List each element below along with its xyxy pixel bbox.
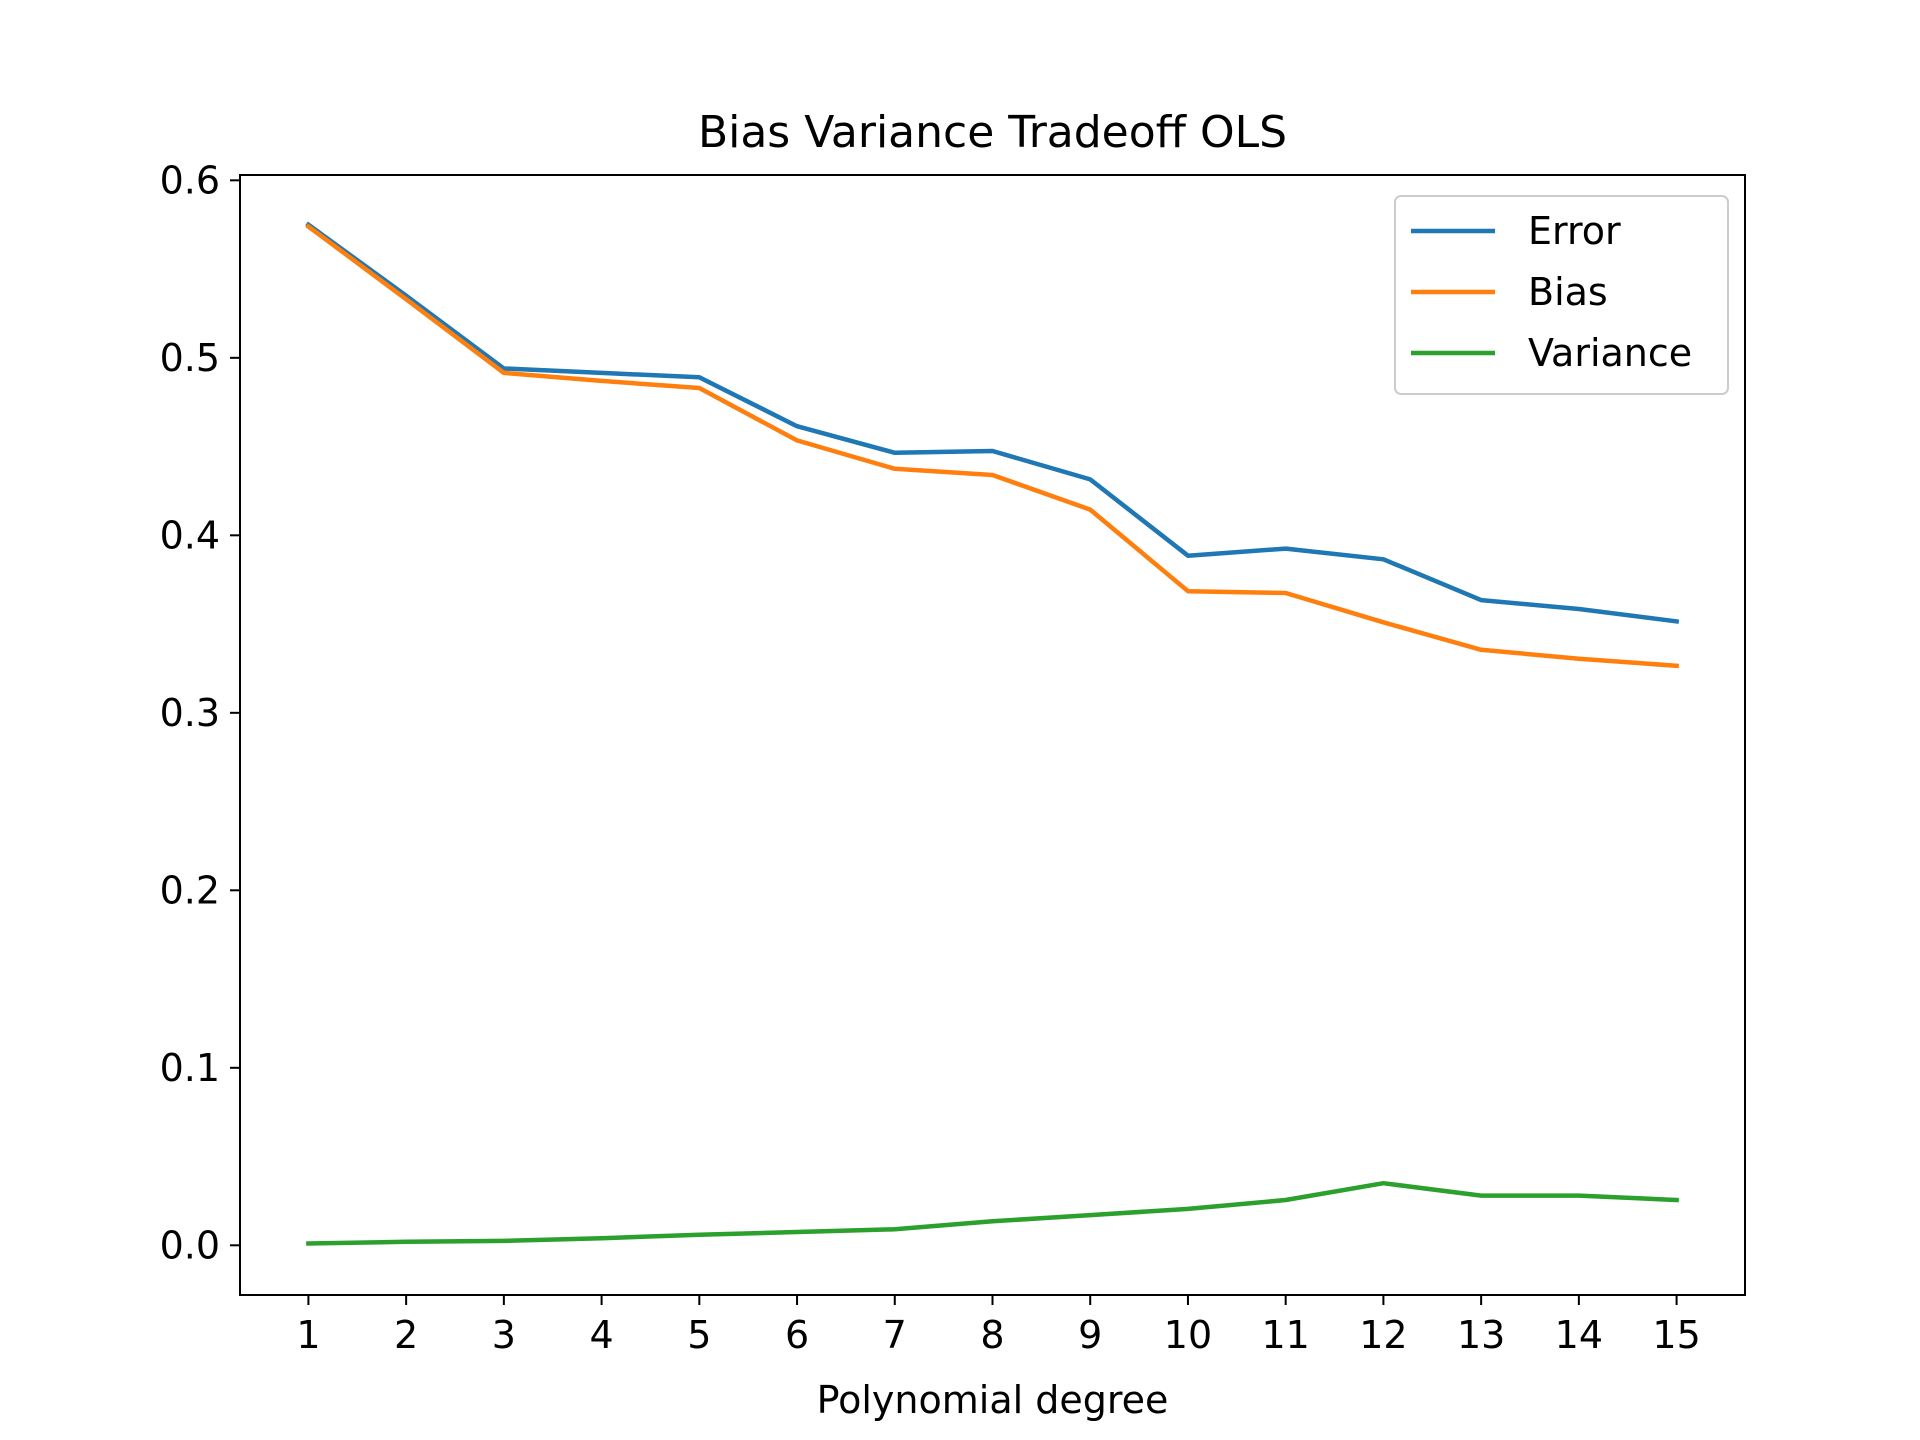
x-tick-label: 5 (687, 1313, 711, 1357)
legend: Error Bias Variance (1394, 195, 1729, 395)
legend-label-error: Error (1528, 209, 1621, 253)
y-tick-label: 0.4 (160, 513, 220, 557)
x-tick-label: 6 (785, 1313, 809, 1357)
x-tick-label: 2 (394, 1313, 418, 1357)
series-layer (305, 221, 1680, 1246)
x-axis-label: Polynomial degree (817, 1378, 1169, 1422)
series-line-bias (305, 223, 1680, 669)
x-tick-label: 10 (1164, 1313, 1212, 1357)
x-tick-label: 7 (883, 1313, 907, 1357)
series-line-error (305, 221, 1680, 624)
y-tick-label: 0.5 (160, 336, 220, 380)
x-tick-label: 9 (1078, 1313, 1102, 1357)
x-tick-label: 3 (492, 1313, 516, 1357)
x-tick-label: 13 (1457, 1313, 1505, 1357)
x-tick-label: 14 (1555, 1313, 1603, 1357)
legend-label-variance: Variance (1528, 331, 1692, 375)
y-tick-label: 0.3 (160, 691, 220, 735)
y-tick-label: 0.6 (160, 158, 220, 202)
x-tick-label: 8 (980, 1313, 1004, 1357)
y-tick-label: 0.0 (160, 1223, 220, 1267)
chart-title: Bias Variance Tradeoff OLS (698, 107, 1287, 158)
x-tick-label: 12 (1359, 1313, 1407, 1357)
y-tick-label: 0.2 (160, 868, 220, 912)
series-line-variance (306, 1180, 1679, 1246)
legend-label-bias: Bias (1528, 270, 1608, 314)
axes-layer: 1 2 3 4 5 6 7 8 9 10 11 12 13 14 150.00.10.20.30.40.50… (160, 158, 1746, 1357)
x-tick-label: 11 (1262, 1313, 1310, 1357)
x-tick-label: 1 (296, 1313, 320, 1357)
x-tick-label: 4 (589, 1313, 613, 1357)
legend-box (1394, 195, 1729, 395)
y-tick-label: 0.1 (160, 1046, 220, 1090)
x-tick-label: 15 (1652, 1313, 1700, 1357)
